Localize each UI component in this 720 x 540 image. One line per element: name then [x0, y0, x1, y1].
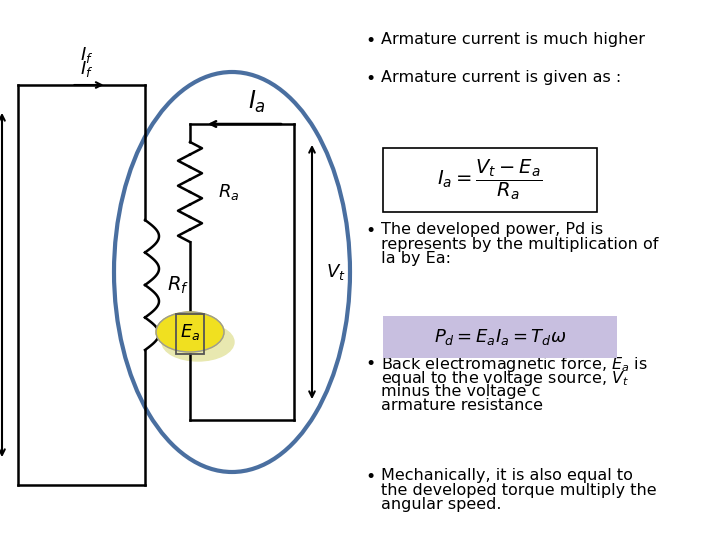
- FancyBboxPatch shape: [383, 316, 617, 358]
- Text: $I_a$: $I_a$: [248, 89, 266, 115]
- Text: $V_t$: $V_t$: [326, 262, 346, 282]
- Text: $I_f$: $I_f$: [80, 59, 93, 79]
- Ellipse shape: [156, 312, 224, 352]
- Text: Mechanically, it is also equal to: Mechanically, it is also equal to: [381, 468, 633, 483]
- Text: the developed torque multiply the: the developed torque multiply the: [381, 483, 657, 497]
- Text: Ia by Ea:: Ia by Ea:: [381, 251, 451, 266]
- Text: •: •: [365, 222, 375, 240]
- Text: angular speed.: angular speed.: [381, 497, 502, 512]
- Text: Back electromagnetic force, $E_a$ is: Back electromagnetic force, $E_a$ is: [381, 355, 648, 374]
- Text: •: •: [365, 355, 375, 373]
- Text: $R_a$: $R_a$: [218, 182, 240, 202]
- Text: •: •: [365, 468, 375, 486]
- FancyBboxPatch shape: [383, 148, 597, 212]
- Text: $E_a$: $E_a$: [180, 322, 200, 342]
- Text: $R_f$: $R_f$: [167, 274, 189, 296]
- Text: Armature current is given as :: Armature current is given as :: [381, 70, 621, 85]
- Text: $\mathit{I_a} = \dfrac{\mathit{V_t} - \mathit{E_a}}{\mathit{R_a}}$: $\mathit{I_a} = \dfrac{\mathit{V_t} - \m…: [438, 158, 542, 202]
- Ellipse shape: [162, 323, 234, 361]
- Text: armature resistance: armature resistance: [381, 399, 543, 414]
- Text: $\mathbf{\mathit{P_d = E_a I_a = T_d \omega}}$: $\mathbf{\mathit{P_d = E_a I_a = T_d \om…: [433, 327, 566, 347]
- Text: equal to the voltage source, $V_t$: equal to the voltage source, $V_t$: [381, 369, 629, 388]
- Text: •: •: [365, 32, 375, 50]
- Text: The developed power, Pd is: The developed power, Pd is: [381, 222, 603, 237]
- Text: $I_f$: $I_f$: [80, 45, 93, 65]
- Text: •: •: [365, 70, 375, 88]
- Bar: [176, 314, 204, 354]
- Text: minus the voltage c: minus the voltage c: [381, 384, 541, 399]
- Text: Armature current is much higher: Armature current is much higher: [381, 32, 645, 47]
- Text: represents by the multiplication of: represents by the multiplication of: [381, 237, 658, 252]
